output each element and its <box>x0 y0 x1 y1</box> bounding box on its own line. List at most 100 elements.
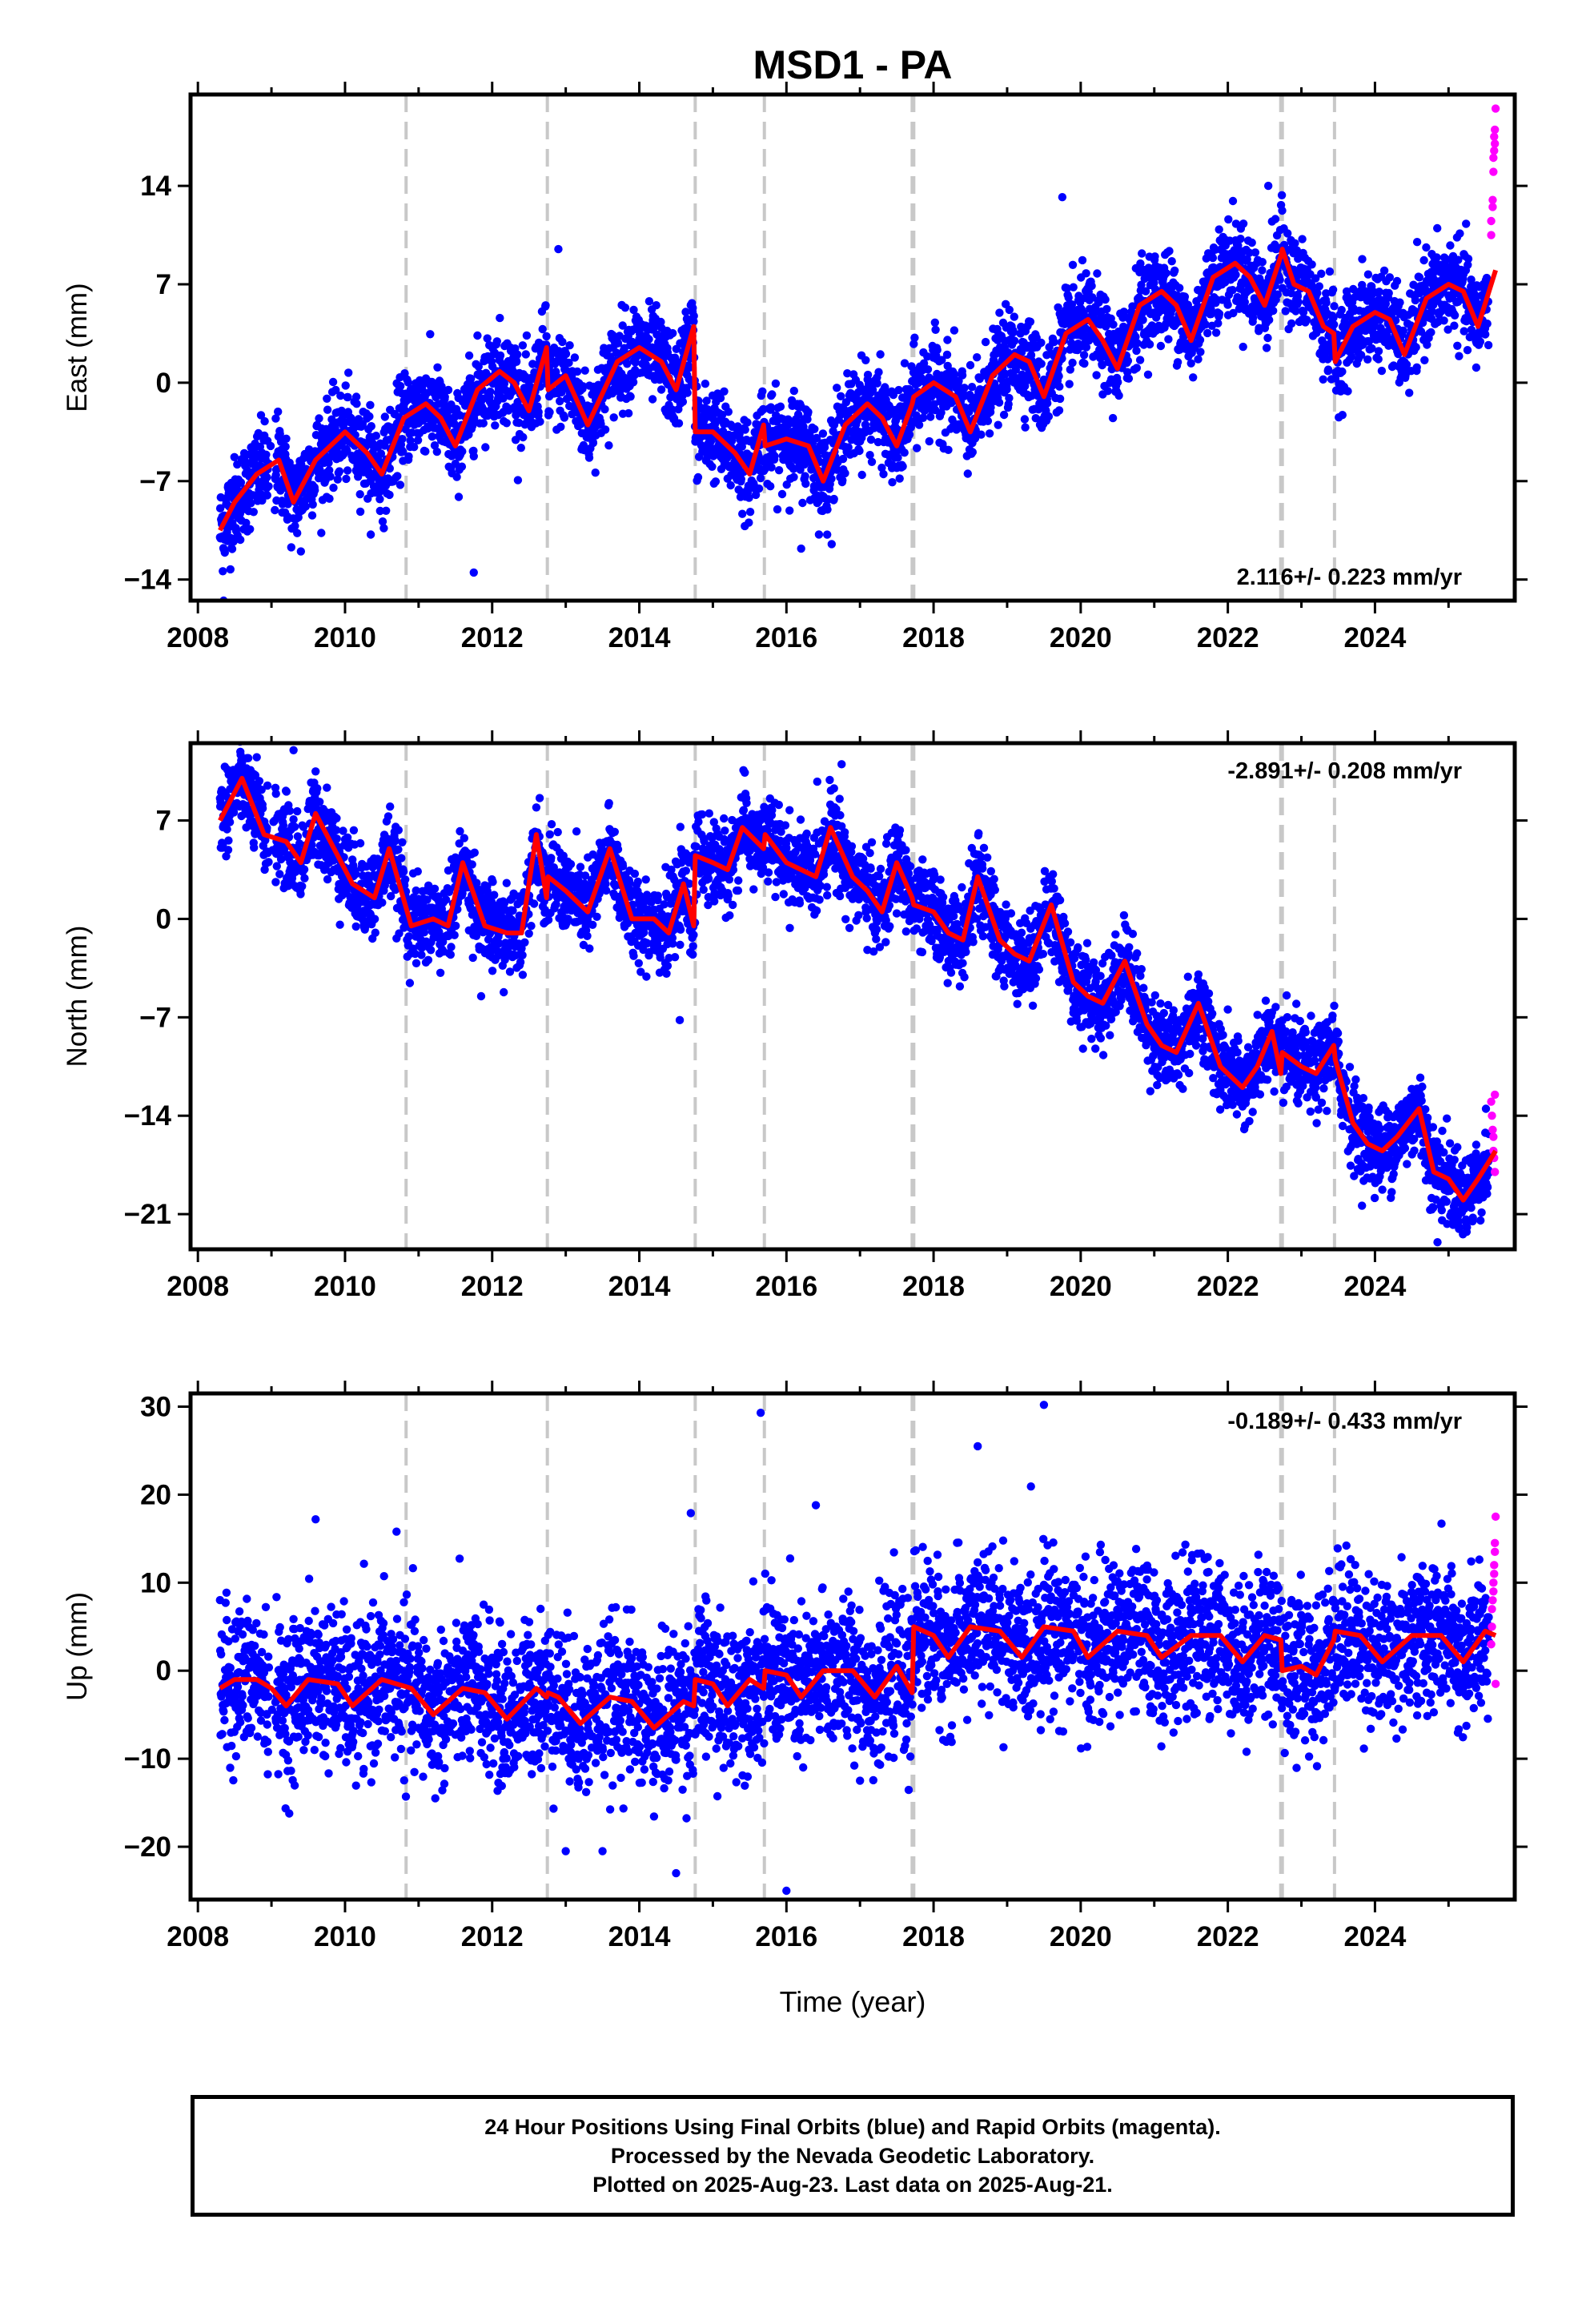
final-orbit-point <box>223 825 231 834</box>
final-orbit-point <box>1283 229 1292 238</box>
final-orbit-point <box>338 438 347 448</box>
final-orbit-point <box>838 454 848 464</box>
final-orbit-point <box>275 429 284 439</box>
final-orbit-point <box>855 446 864 456</box>
final-orbit-point <box>1349 284 1358 294</box>
final-orbit-point <box>584 453 594 462</box>
final-orbit-point <box>838 476 847 485</box>
final-orbit-point <box>496 313 504 323</box>
final-orbit-point <box>236 478 246 487</box>
final-orbit-point <box>724 408 733 416</box>
final-orbit-point <box>335 920 344 929</box>
final-orbit-point <box>1064 293 1073 302</box>
final-orbit-point <box>1291 239 1299 247</box>
final-orbit-point <box>521 350 530 359</box>
final-orbit-point <box>513 350 522 359</box>
final-orbit-point <box>1472 363 1481 372</box>
final-orbit-point <box>784 415 793 424</box>
final-orbit-point <box>701 380 710 388</box>
final-orbit-point <box>426 330 435 339</box>
final-orbit-point <box>1325 267 1335 276</box>
final-orbit-point <box>1287 319 1296 328</box>
final-orbit-point <box>888 478 897 487</box>
x-tick-label: 2018 <box>902 622 965 653</box>
final-orbit-point <box>314 474 323 483</box>
final-orbit-point <box>1315 282 1324 291</box>
final-orbit-point <box>1402 360 1411 369</box>
rapid-orbit-point <box>1487 231 1496 239</box>
final-orbit-point <box>473 331 482 340</box>
final-orbit-point <box>250 843 259 852</box>
final-orbit-point <box>1214 319 1223 328</box>
final-orbit-point <box>1395 298 1404 307</box>
x-tick-label: 2008 <box>167 622 229 653</box>
final-orbit-point <box>1423 340 1431 349</box>
final-orbit-point <box>1228 196 1238 206</box>
final-orbit-point <box>745 508 755 517</box>
final-orbit-point <box>1098 360 1106 370</box>
final-orbit-point <box>271 414 280 423</box>
final-orbit-point <box>1299 308 1308 317</box>
final-orbit-point <box>225 818 235 826</box>
final-orbit-point <box>827 474 836 483</box>
final-orbit-point <box>385 490 394 500</box>
final-orbit-point <box>827 540 837 549</box>
final-orbit-point <box>274 407 283 416</box>
final-orbit-point <box>1281 307 1290 316</box>
final-orbit-point <box>1054 303 1062 312</box>
final-orbit-point <box>266 441 275 451</box>
final-orbit-point <box>323 405 332 414</box>
final-orbit-point <box>223 846 233 854</box>
final-orbit-point <box>866 435 876 444</box>
final-orbit-point <box>1082 269 1090 278</box>
y-tick-label: −14 <box>124 565 172 596</box>
final-orbit-point <box>1412 363 1421 372</box>
final-orbit-point <box>1195 336 1205 344</box>
final-orbit-point <box>1186 359 1195 368</box>
final-orbit-point <box>1239 219 1248 228</box>
final-orbit-point <box>681 308 690 316</box>
final-orbit-point <box>942 350 952 360</box>
final-orbit-point <box>413 436 423 444</box>
final-orbit-point <box>572 367 582 376</box>
plot-frame <box>188 92 1517 603</box>
final-orbit-point <box>785 506 794 515</box>
final-orbit-point <box>983 416 993 425</box>
final-orbit-point <box>1132 364 1142 372</box>
final-orbit-point <box>1450 311 1460 320</box>
final-orbit-point <box>999 410 1009 420</box>
final-orbit-point <box>898 462 907 471</box>
final-orbit-point <box>1258 266 1267 275</box>
final-orbit-point <box>873 379 881 388</box>
final-orbit-point <box>275 870 284 879</box>
final-orbit-point <box>1411 343 1420 352</box>
final-orbit-point <box>1367 344 1376 353</box>
final-orbit-point <box>745 493 753 502</box>
final-orbit-point <box>930 318 940 327</box>
final-orbit-point <box>889 390 898 400</box>
final-orbit-point <box>1189 373 1198 382</box>
final-orbit-point <box>323 394 331 403</box>
final-orbit-point <box>287 543 295 552</box>
y-tick-label: 7 <box>156 269 171 300</box>
final-orbit-point <box>538 324 547 334</box>
final-orbit-point <box>1150 252 1159 261</box>
final-orbit-point <box>644 297 654 306</box>
final-orbit-point <box>262 450 271 459</box>
final-orbit-point <box>789 472 798 481</box>
final-orbit-point <box>1269 306 1278 316</box>
final-orbit-point <box>1330 302 1339 311</box>
final-orbit-point <box>1439 316 1448 325</box>
final-orbit-point <box>215 504 225 513</box>
final-orbit-point <box>1453 341 1462 350</box>
final-orbit-point <box>1329 313 1338 322</box>
final-orbit-point <box>938 356 946 364</box>
final-orbit-point <box>432 447 441 456</box>
final-orbit-point <box>985 429 994 438</box>
final-orbit-point <box>325 494 334 503</box>
final-orbit-point <box>1384 288 1393 298</box>
final-orbit-point <box>483 334 492 343</box>
final-orbit-point <box>618 321 627 330</box>
final-orbit-point <box>1263 333 1272 343</box>
